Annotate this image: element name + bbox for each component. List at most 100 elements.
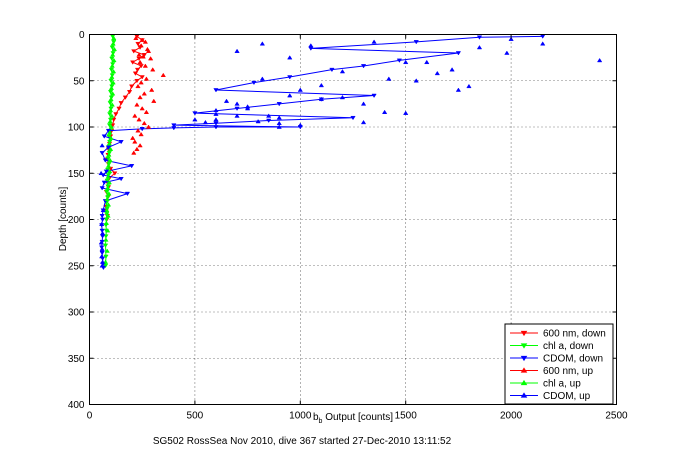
data-point (105, 202, 112, 207)
data-point (108, 67, 115, 73)
data-point (360, 119, 367, 125)
data-point (103, 169, 110, 174)
data-point (104, 185, 111, 190)
data-point (371, 93, 377, 99)
data-point (287, 93, 293, 98)
data-point (455, 87, 462, 92)
data-point (106, 123, 113, 128)
legend-marker (520, 392, 528, 398)
data-point (108, 96, 114, 102)
data-point (103, 217, 110, 222)
data-point (110, 52, 116, 57)
data-point (109, 74, 115, 79)
data-point (223, 98, 230, 103)
data-point (110, 69, 117, 74)
data-point (98, 240, 104, 245)
data-point (540, 41, 546, 46)
data-point (318, 82, 325, 88)
y-axis-label: Depth [counts] (58, 187, 69, 252)
data-point (266, 118, 272, 123)
data-point (596, 57, 603, 63)
data-point (297, 122, 303, 127)
data-point (101, 180, 107, 185)
data-point (105, 145, 112, 150)
data-point (508, 36, 514, 41)
data-point (109, 63, 115, 68)
data-point (134, 67, 141, 73)
data-point (213, 125, 219, 130)
data-point (138, 131, 144, 137)
data-point (466, 83, 472, 89)
data-point (106, 134, 112, 139)
data-point (99, 230, 106, 236)
x-axis-label: bb Output [counts] (313, 412, 393, 425)
data-point (318, 96, 325, 102)
data-point (339, 69, 346, 74)
data-point (107, 90, 114, 95)
legend-label: chl a, down (543, 341, 594, 352)
data-point (276, 124, 282, 129)
data-point (99, 221, 105, 226)
data-point (139, 127, 145, 132)
data-point (99, 228, 105, 234)
data-point (403, 59, 409, 65)
legend-entry: chl a, down (510, 341, 594, 352)
data-point (105, 163, 112, 168)
legend-entry: CDOM, up (510, 391, 591, 402)
y-tick-label: 50 (73, 76, 85, 87)
data-point (104, 207, 110, 213)
data-point (102, 243, 109, 248)
data-point (110, 41, 116, 46)
data-point (106, 141, 112, 146)
data-point (99, 143, 105, 148)
data-point (135, 83, 141, 89)
legend-marker (520, 367, 528, 373)
data-point (107, 112, 113, 117)
data-point (107, 146, 114, 151)
data-point (213, 117, 219, 122)
data-point (99, 259, 106, 264)
data-point (118, 177, 124, 182)
data-point (138, 43, 144, 48)
data-point (259, 76, 266, 81)
y-tick-label: 150 (68, 169, 85, 180)
data-point (140, 54, 146, 59)
data-point (109, 102, 115, 107)
legend-label: CDOM, down (543, 354, 603, 365)
data-point (234, 48, 240, 53)
data-point (149, 87, 155, 92)
data-point (108, 78, 114, 84)
data-point (107, 130, 113, 135)
data-point (112, 171, 118, 176)
data-point (99, 246, 105, 251)
data-point (142, 63, 149, 68)
data-point (104, 196, 110, 201)
data-point (136, 56, 142, 62)
data-point (139, 75, 145, 80)
data-point (106, 180, 112, 185)
data-point (99, 251, 105, 256)
data-point (106, 152, 112, 157)
data-point (234, 113, 240, 118)
data-point (476, 35, 483, 40)
legend-entry: 600 nm, up (510, 366, 593, 377)
data-point (413, 78, 419, 83)
legend-label: CDOM, up (543, 391, 591, 402)
data-point (110, 80, 116, 85)
data-point (234, 106, 240, 111)
data-point (107, 107, 114, 113)
data-point (104, 228, 111, 233)
y-tick-label: 400 (68, 400, 85, 411)
data-point (106, 191, 112, 196)
data-point (255, 118, 261, 124)
data-point (276, 120, 282, 126)
data-point (143, 76, 150, 81)
data-point (476, 44, 483, 50)
series-cdom-up (98, 36, 603, 268)
y-tick-label: 300 (68, 308, 85, 319)
data-point (171, 126, 177, 131)
data-point (132, 71, 139, 76)
legend-marker (520, 379, 528, 386)
data-point (171, 123, 177, 128)
